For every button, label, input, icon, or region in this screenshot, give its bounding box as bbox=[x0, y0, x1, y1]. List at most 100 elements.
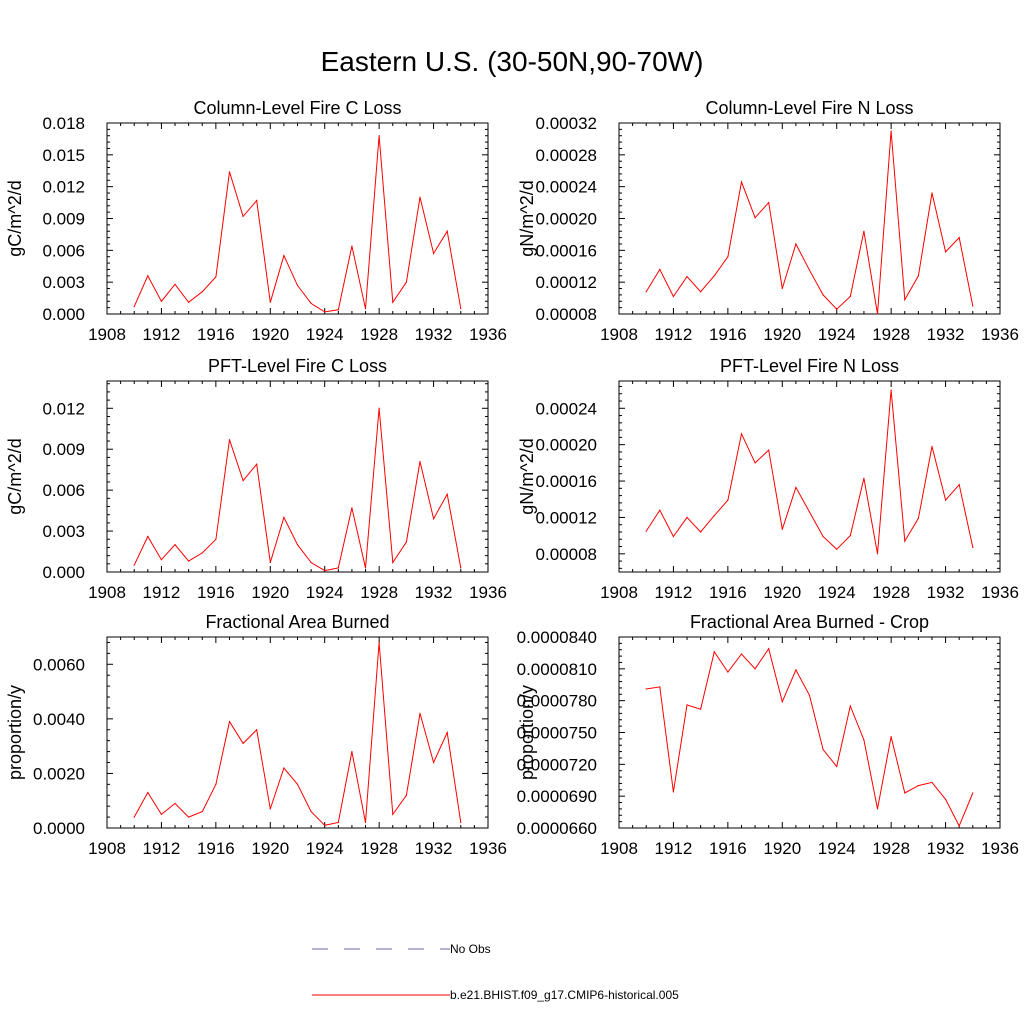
data-point bbox=[419, 712, 421, 715]
x-tick-label: 1928 bbox=[360, 325, 398, 344]
data-point bbox=[160, 813, 163, 815]
x-tick-label: 1916 bbox=[709, 839, 747, 858]
data-point bbox=[795, 669, 797, 671]
data-point bbox=[405, 281, 407, 283]
x-tick-label: 1908 bbox=[88, 583, 126, 602]
plot-panel-6: Fractional Area Burned - Crop proportion/… bbox=[517, 612, 1019, 858]
data-point bbox=[364, 821, 367, 824]
x-tick-label: 1936 bbox=[981, 325, 1019, 344]
data-point bbox=[364, 567, 367, 569]
y-tick-label: 0.00016 bbox=[536, 472, 597, 491]
data-point bbox=[890, 736, 892, 738]
data-point bbox=[944, 251, 947, 253]
main-title: Eastern U.S. (30-50N,90-70W) bbox=[320, 46, 704, 77]
y-tick-label: 0.0000 bbox=[33, 819, 85, 838]
data-point bbox=[296, 783, 299, 785]
x-tick-label: 1920 bbox=[251, 839, 289, 858]
plot-title: PFT-Level Fire C Loss bbox=[208, 356, 387, 376]
data-point bbox=[133, 564, 135, 566]
data-point bbox=[446, 230, 448, 232]
series-line bbox=[646, 647, 974, 828]
data-point bbox=[160, 300, 163, 302]
data-point bbox=[160, 559, 163, 561]
data-point bbox=[228, 171, 231, 173]
data-point bbox=[836, 308, 838, 310]
legend-obs-label: No Obs bbox=[450, 942, 491, 956]
data-point bbox=[296, 544, 299, 546]
data-point bbox=[419, 460, 421, 463]
data-point bbox=[174, 283, 176, 285]
data-point bbox=[446, 493, 448, 495]
data-point bbox=[242, 742, 244, 745]
data-point bbox=[310, 302, 312, 304]
plot-title: Column-Level Fire C Loss bbox=[193, 98, 401, 118]
data-point bbox=[931, 192, 933, 194]
data-point bbox=[645, 688, 647, 690]
plot-title: Fractional Area Burned - Crop bbox=[690, 612, 929, 632]
x-tick-label: 1932 bbox=[415, 325, 453, 344]
data-point bbox=[364, 308, 367, 310]
x-tick-label: 1936 bbox=[981, 583, 1019, 602]
x-tick-label: 1908 bbox=[600, 839, 638, 858]
data-point bbox=[890, 389, 892, 391]
data-point bbox=[931, 781, 933, 783]
plot-frame bbox=[618, 636, 1001, 829]
data-point bbox=[432, 518, 435, 520]
plot-title: Fractional Area Burned bbox=[205, 612, 389, 632]
y-tick-label: 0.0020 bbox=[33, 764, 85, 783]
x-tick-label: 1920 bbox=[763, 325, 801, 344]
data-point bbox=[242, 215, 244, 217]
plot-panel-5: Fractional Area Burned proportion/y 1908 19… bbox=[5, 612, 507, 858]
data-point bbox=[727, 256, 729, 258]
y-tick-label: 0.012 bbox=[42, 178, 85, 197]
data-point bbox=[337, 309, 339, 311]
y-tick-label: 0.00024 bbox=[536, 178, 597, 197]
y-tick-label: 0.00012 bbox=[536, 508, 597, 527]
data-point bbox=[917, 275, 919, 277]
plot-panel-1: Column-Level Fire C Loss gC/m^2/d 1908 1912… bbox=[5, 98, 507, 344]
x-tick-label: 1912 bbox=[143, 839, 181, 858]
plot-title: PFT-Level Fire N Loss bbox=[720, 356, 899, 376]
y-tick-label: 0.0000840 bbox=[517, 628, 597, 647]
data-point bbox=[419, 196, 421, 198]
data-point bbox=[836, 765, 838, 768]
series-line bbox=[645, 130, 974, 315]
y-tick-label: 0.012 bbox=[42, 399, 85, 418]
data-point bbox=[351, 507, 353, 509]
x-tick-label: 1928 bbox=[872, 583, 910, 602]
x-tick-label: 1936 bbox=[981, 839, 1019, 858]
x-tick-label: 1916 bbox=[709, 325, 747, 344]
legend-model-label: b.e21.BHIST.f09_g17.CMIP6-historical.005 bbox=[450, 988, 679, 1002]
y-tick-label: 0.0060 bbox=[33, 655, 85, 674]
x-tick-label: 1908 bbox=[600, 325, 638, 344]
data-point bbox=[324, 570, 326, 572]
data-point bbox=[849, 705, 851, 707]
data-point bbox=[876, 313, 879, 315]
data-point bbox=[659, 686, 661, 688]
y-tick-label: 0.0000660 bbox=[517, 819, 597, 838]
x-tick-label: 1932 bbox=[927, 583, 965, 602]
data-point bbox=[754, 217, 756, 219]
data-point bbox=[460, 821, 462, 824]
data-point bbox=[944, 798, 947, 800]
plot-frame bbox=[106, 380, 489, 573]
data-point bbox=[460, 308, 462, 310]
y-tick-label: 0.00008 bbox=[536, 305, 597, 324]
data-point bbox=[310, 811, 312, 813]
series-line bbox=[133, 408, 462, 572]
data-point bbox=[645, 530, 647, 532]
x-tick-label: 1920 bbox=[251, 325, 289, 344]
data-point bbox=[392, 813, 394, 815]
data-point bbox=[133, 816, 135, 818]
x-tick-label: 1928 bbox=[872, 839, 910, 858]
y-axis-label: proportion/y bbox=[5, 685, 25, 780]
x-tick-label: 1924 bbox=[818, 583, 856, 602]
y-tick-label: 0.00012 bbox=[536, 273, 597, 292]
data-point bbox=[740, 433, 743, 435]
data-point bbox=[781, 287, 783, 290]
data-point bbox=[740, 653, 743, 655]
x-tick-label: 1912 bbox=[655, 325, 693, 344]
data-point bbox=[822, 294, 824, 296]
data-point bbox=[324, 824, 326, 826]
